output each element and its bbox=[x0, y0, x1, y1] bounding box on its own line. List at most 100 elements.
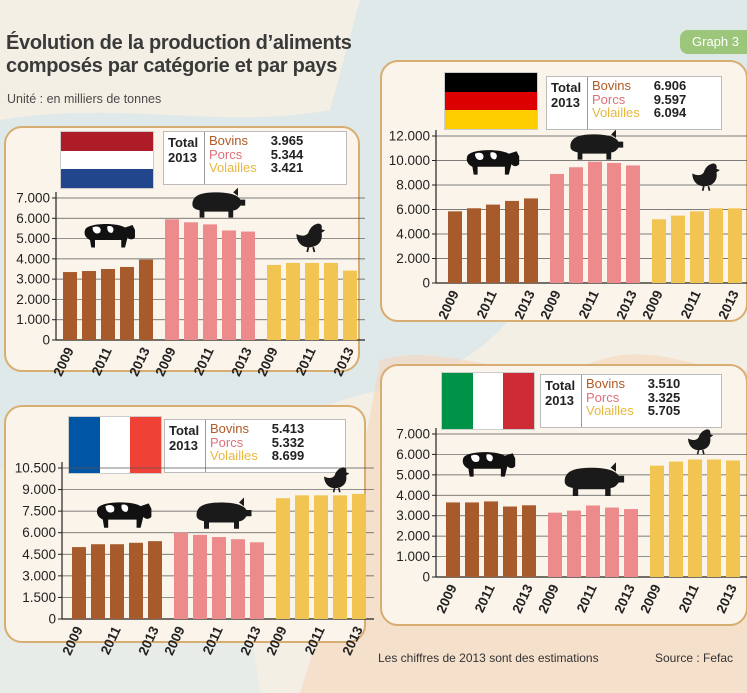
flag-stripe bbox=[61, 169, 153, 189]
x-tick-label: 2009 bbox=[254, 345, 280, 379]
bar bbox=[101, 269, 115, 340]
y-tick-label: 0 bbox=[48, 612, 56, 627]
bar bbox=[550, 173, 564, 283]
y-tick-label: 10.000 bbox=[389, 153, 430, 168]
chart-3: 0 1.000 2.000 3.000 4.000 5.000 6.000 7.000 2009… bbox=[396, 427, 747, 616]
x-tick-label: 2013 bbox=[509, 581, 535, 615]
bar bbox=[709, 208, 723, 283]
chart-title: Évolution de la production d’aliments co… bbox=[6, 32, 386, 78]
bar bbox=[522, 505, 536, 577]
y-tick-label: 12.000 bbox=[389, 129, 430, 144]
x-tick-label: 2009 bbox=[535, 582, 561, 616]
y-tick-label: 2.000 bbox=[396, 529, 430, 544]
bar bbox=[688, 459, 702, 577]
x-tick-label: 2013 bbox=[228, 344, 254, 378]
chicken-icon bbox=[296, 223, 326, 253]
y-tick-label: 7.000 bbox=[396, 427, 430, 442]
x-tick-label: 2011 bbox=[191, 344, 217, 377]
x-tick-label: 2011 bbox=[576, 287, 602, 320]
bar bbox=[352, 493, 366, 619]
totals-label: Total 2013 bbox=[164, 132, 205, 184]
x-tick-label: 2011 bbox=[676, 581, 702, 614]
bar bbox=[324, 262, 338, 340]
bar bbox=[120, 266, 134, 340]
y-tick-label: 2.000 bbox=[396, 251, 430, 266]
y-tick-label: 7.000 bbox=[16, 191, 50, 206]
x-tick-label: 2011 bbox=[302, 623, 328, 656]
x-tick-label: 2009 bbox=[639, 288, 665, 322]
x-tick-label: 2011 bbox=[200, 623, 226, 656]
bar bbox=[567, 510, 581, 577]
x-tick-label: 2011 bbox=[98, 623, 124, 656]
bar bbox=[650, 465, 664, 577]
y-tick-label: 0 bbox=[422, 276, 430, 291]
y-tick-label: 4.500 bbox=[22, 547, 56, 562]
totals-label: Total 2013 bbox=[165, 420, 206, 472]
cow-icon bbox=[96, 502, 152, 528]
y-tick-label: 1.000 bbox=[396, 549, 430, 564]
bar bbox=[728, 208, 742, 283]
bar bbox=[305, 262, 319, 340]
bar bbox=[110, 544, 124, 619]
y-tick-label: 6.000 bbox=[396, 202, 430, 217]
bar bbox=[726, 460, 740, 577]
bar bbox=[286, 262, 300, 340]
bar bbox=[669, 461, 683, 577]
y-tick-label: 9.000 bbox=[22, 482, 56, 497]
bar bbox=[82, 271, 96, 340]
flag-stripe bbox=[99, 417, 131, 473]
totals-label: Total 2013 bbox=[541, 375, 582, 427]
chart-title-line2: composés par catégorie et par pays bbox=[6, 55, 338, 77]
totals-categories: Bovins Porcs Volailles bbox=[592, 78, 640, 120]
x-tick-label: 2009 bbox=[637, 582, 663, 616]
bar bbox=[193, 534, 207, 619]
flag-stripe bbox=[472, 373, 504, 429]
x-tick-label: 2013 bbox=[715, 287, 741, 321]
bar bbox=[503, 506, 517, 577]
bar bbox=[222, 230, 236, 340]
bar bbox=[139, 259, 153, 340]
y-tick-label: 8.000 bbox=[396, 178, 430, 193]
bar bbox=[72, 547, 86, 619]
x-tick-label: 2013 bbox=[613, 287, 639, 321]
bar bbox=[624, 509, 638, 577]
flag-pays-bas bbox=[60, 131, 154, 189]
chicken-icon bbox=[692, 163, 720, 191]
bar bbox=[486, 204, 500, 283]
bar bbox=[524, 198, 538, 283]
cow-icon bbox=[466, 150, 520, 175]
bar bbox=[448, 211, 462, 283]
bar bbox=[626, 165, 640, 283]
bar bbox=[267, 264, 281, 340]
x-tick-label: 2013 bbox=[713, 581, 739, 615]
x-tick-label: 2009 bbox=[161, 624, 187, 658]
bar bbox=[212, 537, 226, 619]
pig-icon bbox=[564, 462, 625, 497]
y-tick-label: 6.000 bbox=[396, 447, 430, 462]
x-tick-label: 2009 bbox=[433, 582, 459, 616]
totals-values: 5.413 5.332 8.699 bbox=[271, 421, 305, 463]
flag-stripe bbox=[61, 132, 153, 151]
bar bbox=[588, 161, 602, 283]
x-tick-label: 2013 bbox=[511, 287, 537, 321]
bar bbox=[91, 544, 105, 619]
y-tick-label: 6.000 bbox=[16, 211, 50, 226]
y-tick-label: 1.500 bbox=[22, 590, 56, 605]
bar bbox=[505, 200, 519, 283]
x-tick-label: 2013 bbox=[339, 623, 365, 657]
chart-0: 0 1.000 2.000 3.000 4.000 5.000 6.000 7.000 2009… bbox=[16, 187, 365, 379]
bar bbox=[250, 542, 264, 619]
bar bbox=[548, 512, 562, 577]
flag-stripe bbox=[445, 73, 537, 92]
x-tick-label: 2009 bbox=[50, 345, 76, 379]
flag-allemagne bbox=[444, 72, 538, 130]
bar bbox=[148, 541, 162, 619]
chart-title-line1: Évolution de la production d’aliments bbox=[6, 32, 352, 54]
totals-label: Total 2013 bbox=[547, 77, 588, 129]
x-tick-label: 2013 bbox=[611, 581, 637, 615]
bar bbox=[333, 495, 347, 619]
cow-icon bbox=[84, 224, 135, 248]
chicken-icon bbox=[688, 429, 714, 455]
bar bbox=[671, 215, 685, 283]
